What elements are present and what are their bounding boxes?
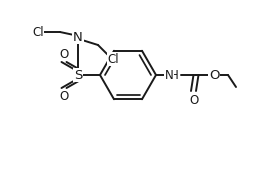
Text: S: S [74, 69, 82, 82]
Text: Cl: Cl [32, 26, 44, 39]
Text: Cl: Cl [107, 53, 119, 66]
Text: N: N [165, 69, 173, 82]
Text: O: O [209, 69, 219, 82]
Text: N: N [73, 30, 83, 44]
Text: H: H [170, 69, 178, 82]
Text: O: O [59, 89, 69, 102]
Text: O: O [59, 48, 69, 60]
Text: O: O [189, 93, 199, 107]
